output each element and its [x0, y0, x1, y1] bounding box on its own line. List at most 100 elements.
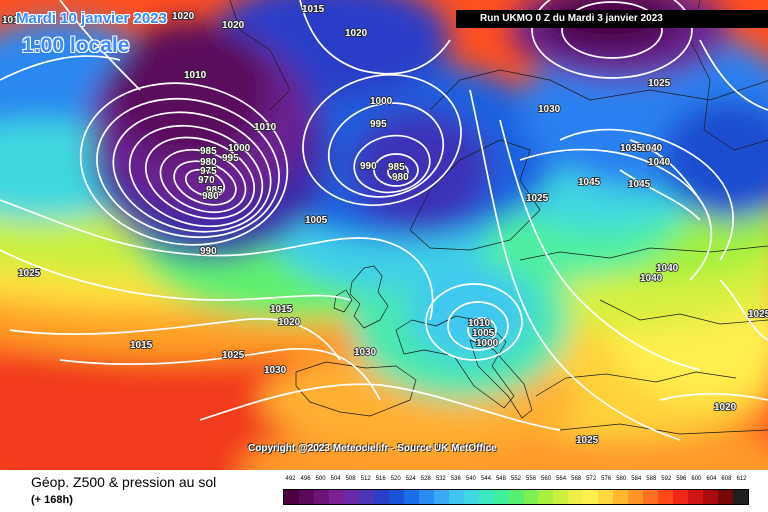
legend-label: 532	[435, 476, 446, 482]
color-legend: 492 496 500 504 508 512 516 520 524 528 532 536 540 5…	[283, 476, 749, 505]
legend-swatch	[583, 490, 599, 504]
legend-swatch	[538, 490, 554, 504]
isobar-label: 1020	[278, 317, 301, 328]
legend-swatch	[343, 490, 359, 504]
isobar-label: 980	[202, 191, 219, 202]
isobar-label: 1025	[748, 309, 768, 320]
isobar-label: 1025	[648, 78, 671, 89]
legend-swatch	[358, 490, 374, 504]
legend-label: 592	[661, 476, 672, 482]
legend-label: 576	[601, 476, 612, 482]
legend-label: 492	[285, 476, 296, 482]
legend-label: 528	[420, 476, 431, 482]
isobar-label: 1005	[305, 215, 328, 226]
legend-swatch	[628, 490, 644, 504]
isobar-label: 1010	[184, 70, 207, 81]
isobar-label: 1025	[222, 350, 245, 361]
legend-label: 604	[706, 476, 717, 482]
isobar-label: 1000	[228, 143, 251, 154]
pressure-map: 1015 102010201015102010251010101010009959…	[0, 0, 768, 470]
isobar-label: 1025	[526, 193, 549, 204]
isobar-label: 1020	[222, 20, 245, 31]
legend-label: 540	[465, 476, 476, 482]
legend-swatch	[658, 490, 674, 504]
legend-color-bar	[283, 489, 749, 505]
legend-swatch	[284, 490, 299, 504]
legend-label: 608	[721, 476, 732, 482]
isobar-label: 1020	[345, 28, 368, 39]
isobar-label: 1005	[472, 328, 495, 339]
isobar-label: 1025	[576, 435, 599, 446]
legend-swatch	[298, 490, 314, 504]
legend-label: 596	[676, 476, 687, 482]
legend-label: 588	[646, 476, 657, 482]
legend-swatch	[493, 490, 509, 504]
isobar-label: 1015	[2, 15, 25, 26]
footer: Géop. Z500 & pression au sol (+ 168h) 49…	[0, 470, 768, 512]
isobar-label: 975	[200, 166, 217, 177]
isobar-label: 1025	[18, 268, 41, 279]
run-info-banner: Run UKMO 0 Z du Mardi 3 janvier 2023	[456, 10, 768, 28]
legend-swatch	[718, 490, 734, 504]
isobar-label: 1040	[640, 143, 663, 154]
isobar-label: 1040	[656, 263, 679, 274]
legend-swatch	[418, 490, 434, 504]
legend-swatch	[328, 490, 344, 504]
legend-swatch	[688, 490, 704, 504]
legend-label: 516	[375, 476, 386, 482]
isobar-label: 985	[200, 146, 217, 157]
legend-swatch	[673, 490, 689, 504]
isobar-label: 1000	[476, 338, 499, 349]
copyright-notice: Copyright @2023 Meteociel.fr - Source UK…	[248, 443, 497, 454]
legend-label: 584	[631, 476, 642, 482]
isobar-label: 1015	[270, 304, 293, 315]
isobar-label: 985	[388, 162, 405, 173]
legend-label: 560	[541, 476, 552, 482]
legend-swatch	[508, 490, 524, 504]
isobar-label: 990	[200, 246, 217, 257]
isobar-label: 1015	[302, 4, 325, 15]
legend-swatch	[403, 490, 419, 504]
isobar-label: 1030	[538, 104, 561, 115]
isobar-label: 1000	[370, 96, 393, 107]
legend-label: 568	[571, 476, 582, 482]
isobar-label: 990	[360, 161, 377, 172]
legend-label: 508	[345, 476, 356, 482]
isobar-label: 1030	[264, 365, 287, 376]
legend-swatch	[478, 490, 494, 504]
isobar-label: 970	[198, 175, 215, 186]
legend-swatch	[313, 490, 329, 504]
legend-label: 500	[315, 476, 326, 482]
isobar-label: 1045	[578, 177, 601, 188]
isobar-label: 1035	[620, 143, 643, 154]
legend-label: 520	[390, 476, 401, 482]
legend-swatch	[388, 490, 404, 504]
legend-label: 600	[691, 476, 702, 482]
legend-label: 580	[616, 476, 627, 482]
legend-swatch	[613, 490, 629, 504]
geopotential-field	[0, 0, 768, 470]
legend-swatch	[643, 490, 659, 504]
legend-swatch	[463, 490, 479, 504]
legend-label: 544	[480, 476, 491, 482]
legend-label: 572	[586, 476, 597, 482]
legend-label: 536	[450, 476, 461, 482]
legend-label: 512	[360, 476, 371, 482]
legend-label: 524	[405, 476, 416, 482]
legend-swatch	[523, 490, 539, 504]
isobar-label: 1045	[628, 179, 651, 190]
legend-label: 496	[300, 476, 311, 482]
valid-time: 1:00 locale	[22, 34, 130, 57]
legend-label: 504	[330, 476, 341, 482]
isobar-label: 985	[206, 185, 223, 196]
isobars	[0, 0, 768, 441]
isobar-label: 980	[392, 172, 409, 183]
legend-labels: 492 496 500 504 508 512 516 520 524 528 532 536 540 5…	[283, 476, 749, 486]
chart-title: Géop. Z500 & pression au sol	[31, 474, 217, 490]
legend-swatch	[553, 490, 569, 504]
legend-label: 556	[526, 476, 537, 482]
legend-label: 548	[495, 476, 506, 482]
isobar-label: 1010	[468, 318, 491, 329]
chart-subtitle: (+ 168h)	[31, 494, 73, 506]
legend-label: 552	[510, 476, 521, 482]
